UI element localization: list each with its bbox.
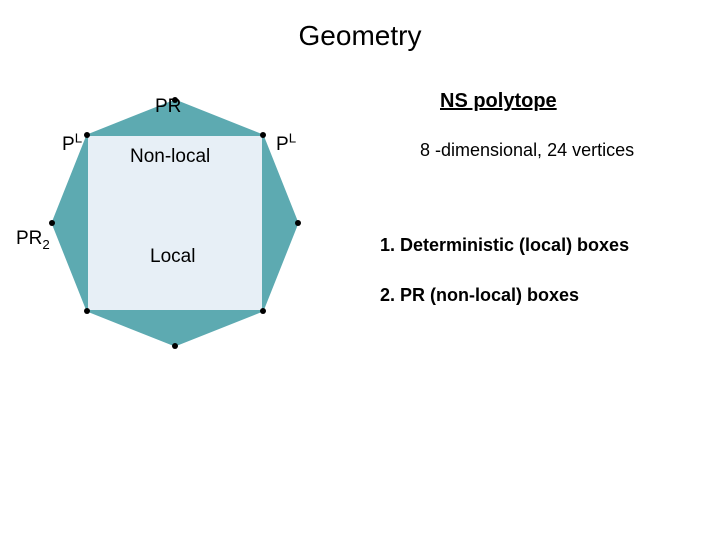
label-pl-right: PL — [276, 134, 296, 156]
label-pl-right-sup: L — [289, 131, 296, 146]
label-pr2-sub: 2 — [42, 237, 49, 252]
label-pl-right-base: P — [276, 134, 289, 155]
label-pr2-base: PR — [16, 228, 42, 249]
label-pr2: PR2 — [16, 228, 50, 250]
label-pl-left-base: P — [62, 134, 75, 155]
polytope-diagram — [0, 0, 720, 540]
label-pr-top: PR — [155, 96, 181, 118]
label-pl-left: PL — [62, 134, 82, 156]
label-pl-left-sup: L — [75, 131, 82, 146]
label-local: Local — [150, 246, 195, 268]
label-non-local: Non-local — [130, 146, 210, 168]
